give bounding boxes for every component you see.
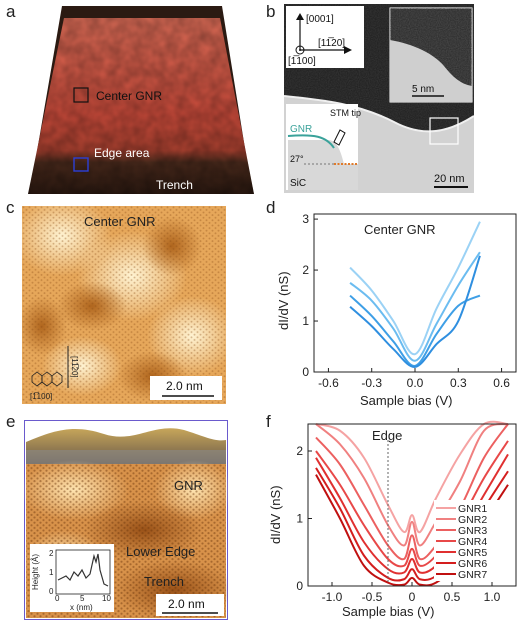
legend-label: GNR2: [458, 514, 487, 526]
plot-frame: [313, 213, 517, 373]
inset-ytick-1: 1: [49, 568, 54, 577]
legend-label: GNR3: [458, 525, 487, 537]
inset-scale-label: 5 nm: [412, 84, 434, 95]
axis-0001-label: [0001]: [306, 14, 334, 25]
inset-xtick-2: 10: [102, 594, 111, 603]
lower-edge-label: Lower Edge: [126, 544, 195, 559]
series-line-1: [349, 221, 481, 356]
sketch-angle-label: 27°: [290, 154, 304, 164]
series-line-2: [315, 423, 509, 547]
edge-area-box: [73, 157, 89, 172]
legend-label: GNR6: [458, 558, 487, 570]
annotation: Center GNR: [364, 222, 436, 237]
y-tick-label: 3: [302, 212, 309, 226]
inset-y-label: Height (Å): [31, 554, 40, 590]
panel-label-c: c: [6, 198, 15, 217]
inset-ytick-0: 0: [49, 587, 54, 596]
series-line-3: [349, 294, 481, 367]
crystal-axes: [0001] [11̅20] [1̅100]: [286, 6, 364, 68]
legend-label: GNR4: [458, 536, 487, 548]
x-tick-label: 0.0: [407, 376, 424, 390]
panel-label-a: a: [6, 2, 16, 21]
scale-label: 2.0 nm: [166, 379, 203, 393]
y-tick-label: 2: [302, 263, 309, 277]
height-profile-inset: Height (Å) x (nm) 0 5 10 0 1 2: [30, 544, 114, 612]
legend-label: GNR1: [458, 503, 487, 515]
zoom-region-box: [429, 117, 459, 145]
x-tick-label: 1.0: [484, 590, 501, 604]
edge-area-label: Edge area: [94, 146, 150, 160]
x-tick-label: 0.3: [450, 376, 467, 390]
inset-ytick-2: 2: [49, 549, 54, 558]
trench-label: Trench: [156, 178, 193, 192]
x-tick-label: 0.6: [493, 376, 510, 390]
axis-right-label: [1̅100]: [30, 392, 52, 401]
title-label: Center GNR: [84, 214, 156, 229]
inset-x-label: x (nm): [70, 603, 93, 612]
x-tick-label: 0.5: [444, 590, 461, 604]
x-tick-label: -0.6: [318, 376, 339, 390]
y-tick-label: 1: [296, 512, 303, 526]
inset-xtick-1: 5: [80, 594, 85, 603]
inset-xtick-0: 0: [55, 594, 60, 603]
center-gnr-box: [73, 87, 89, 103]
y-tick-label: 0: [296, 579, 303, 593]
axis-up-label: [11̅20]: [70, 356, 79, 378]
x-tick-label: 0: [409, 590, 416, 604]
scale-label: 2.0 nm: [168, 597, 205, 611]
panel-d-chart: -0.6 -0.3 0.0 0.3 0.6 0 1 2 3 Center GNR Sample …: [276, 212, 517, 408]
lattice-sketch: [31, 371, 63, 387]
x-tick-label: -0.3: [361, 376, 382, 390]
y-tick-label: 2: [296, 444, 303, 458]
legend-label: GNR5: [458, 547, 487, 559]
series-line-1: [315, 420, 509, 534]
y-axis-label: dI/dV (nS): [268, 485, 283, 544]
sketch-sic-label: SiC: [290, 178, 306, 189]
center-gnr-label: Center GNR: [96, 89, 162, 103]
x-tick-label: -0.5: [362, 590, 383, 604]
panel-label-b: b: [266, 2, 276, 21]
sketch-gnr-label: GNR: [290, 124, 312, 135]
zoom-inset: 5 nm: [389, 7, 473, 103]
trench-label: Trench: [144, 574, 184, 589]
x-axis-label: Sample bias (V): [342, 604, 434, 619]
legend-label: GNR7: [458, 569, 487, 581]
annotation: Edge: [372, 428, 402, 443]
series-line-2: [349, 251, 481, 362]
gnr-label: GNR: [174, 478, 203, 493]
y-tick-label: 0: [302, 365, 309, 379]
panel-a-topography: Center GNR Edge area Trench: [28, 6, 254, 194]
panel-e-stm-image: GNR Lower Edge Trench Height (Å) x (nm) …: [24, 420, 228, 620]
x-axis-label: Sample bias (V): [360, 393, 452, 408]
x-tick-label: -1.0: [322, 590, 343, 604]
panel-label-f: f: [266, 412, 271, 431]
axis-11-20-label: [11̅20]: [318, 37, 345, 49]
y-tick-label: 1: [302, 314, 309, 328]
series-line-4: [349, 255, 481, 368]
stm-sketch: STM tip GNR 27° SiC: [286, 104, 361, 190]
panel-label-d: d: [266, 198, 276, 217]
panel-b-tem-image: 5 nm [0001] [11̅20] [1̅100] STM tip GNR …: [284, 4, 474, 193]
scale-label: 20 nm: [434, 173, 465, 185]
axis-1-100-label: [1̅100]: [288, 55, 316, 67]
y-axis-label: dI/dV (nS): [276, 271, 291, 330]
panel-label-e: e: [6, 412, 16, 431]
series-line-3: [315, 423, 509, 561]
panel-c-stm-image: Center GNR [11̅20] [1̅100] 2.0 nm: [22, 206, 226, 404]
sketch-stm-tip-label: STM tip: [330, 108, 361, 118]
